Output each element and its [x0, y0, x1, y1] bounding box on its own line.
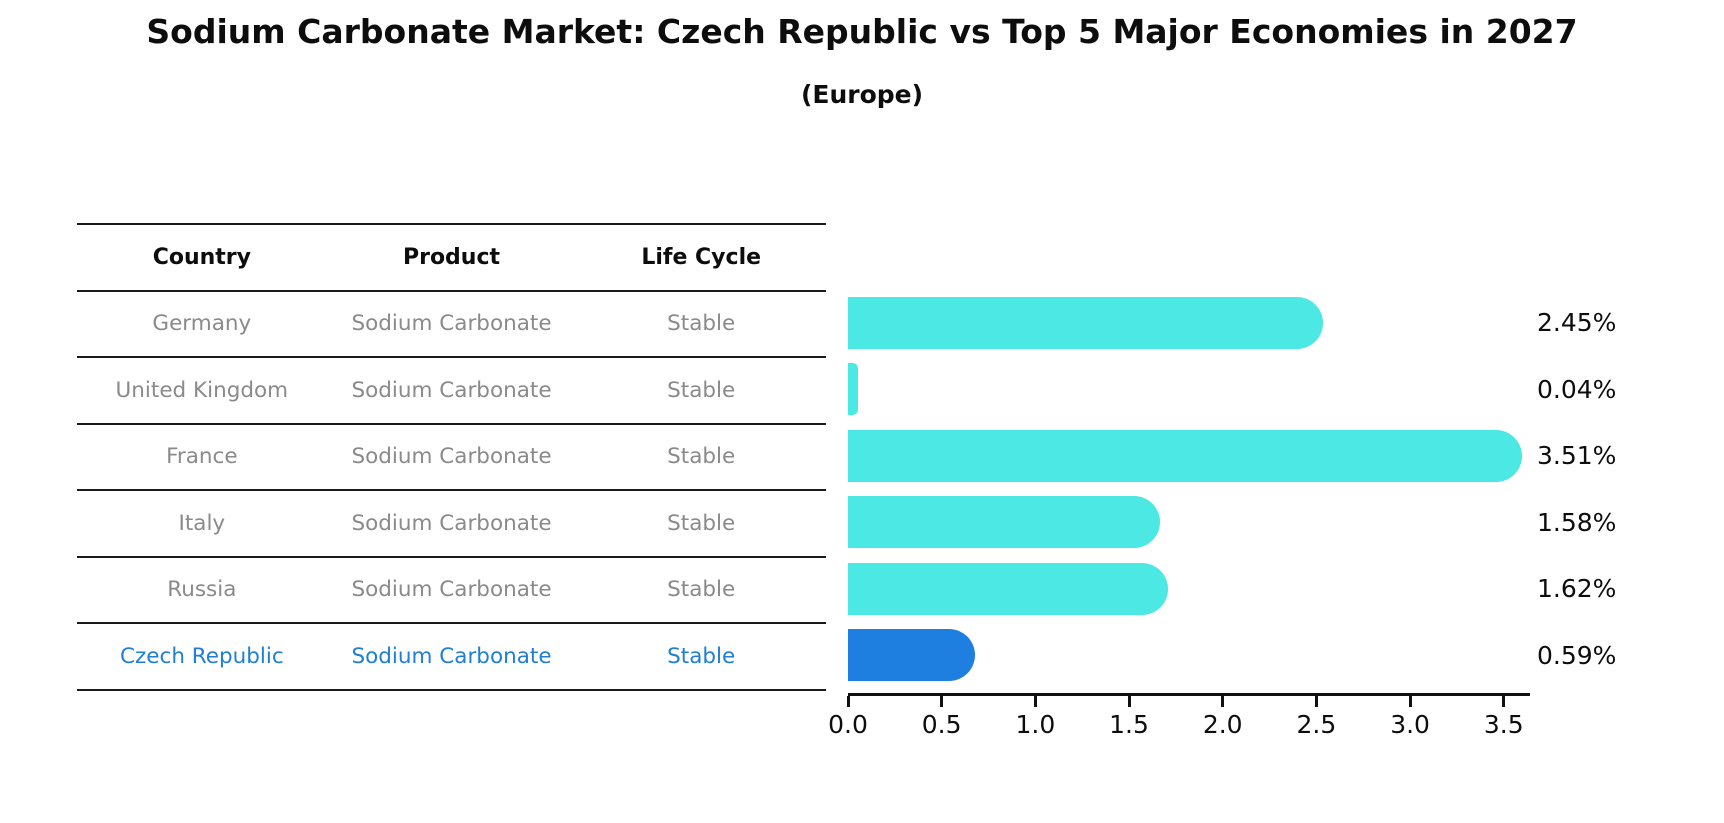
x-tick-label: 3.5 — [1483, 710, 1524, 739]
table-row: Czech Republic Sodium Carbonate Stable — [77, 622, 826, 689]
product-cell: Sodium Carbonate — [351, 311, 552, 337]
value-label: 2.45% — [1537, 308, 1617, 338]
x-tick-label: 1.0 — [1015, 710, 1056, 739]
x-tick — [1408, 696, 1412, 707]
x-tick — [1033, 696, 1037, 707]
x-tick-label: 0.5 — [921, 710, 962, 739]
value-label: 1.58% — [1537, 507, 1617, 537]
value-label: 3.51% — [1537, 441, 1617, 471]
country-cell: Italy — [178, 510, 226, 536]
country-cell: France — [166, 444, 238, 470]
chart-subtitle: (Europe) — [800, 80, 924, 109]
value-label: 0.04% — [1537, 374, 1617, 404]
table-row: Italy Sodium Carbonate Stable — [77, 489, 826, 556]
bar-row — [848, 356, 1548, 423]
x-tick — [846, 696, 850, 707]
table-body: Germany Sodium Carbonate Stable United K… — [77, 289, 826, 689]
table-row: Germany Sodium Carbonate Stable — [77, 289, 826, 357]
value-label: 0.59% — [1537, 640, 1617, 670]
product-cell: Sodium Carbonate — [351, 577, 552, 603]
country-cell: Czech Republic — [119, 643, 284, 669]
bar-row — [848, 556, 1548, 623]
bar — [848, 496, 1161, 548]
product-cell: Sodium Carbonate — [351, 510, 552, 536]
lifecycle-cell: Stable — [667, 377, 736, 403]
bar — [848, 296, 1324, 349]
bar-row — [848, 423, 1548, 490]
x-tick — [1502, 696, 1506, 707]
country-cell: United Kingdom — [115, 377, 289, 403]
summary-table: Country Product Life Cycle Germany Sodiu… — [77, 223, 826, 691]
x-tick — [1127, 696, 1131, 707]
x-tick-label: 1.5 — [1109, 710, 1149, 739]
x-tick — [1221, 696, 1225, 707]
bar-row — [848, 622, 1548, 689]
product-cell: Sodium Carbonate — [351, 643, 552, 669]
product-cell: Sodium Carbonate — [351, 377, 552, 403]
lifecycle-cell: Stable — [667, 311, 736, 337]
lifecycle-cell: Stable — [667, 577, 736, 603]
table-row: Russia Sodium Carbonate Stable — [77, 555, 826, 623]
country-cell: Germany — [152, 311, 252, 337]
product-cell: Sodium Carbonate — [351, 444, 552, 470]
table-row: France Sodium Carbonate Stable — [77, 422, 826, 490]
lifecycle-cell: Stable — [667, 510, 736, 536]
bar — [848, 363, 859, 415]
bar — [848, 562, 1168, 615]
x-tick-label: 2.0 — [1202, 710, 1243, 739]
bar-row — [848, 489, 1548, 556]
table-bottom-rule — [77, 688, 826, 691]
x-tick-label: 0.0 — [828, 710, 868, 739]
table-row: United Kingdom Sodium Carbonate Stable — [77, 356, 826, 423]
x-tick-label: 2.5 — [1296, 710, 1337, 739]
value-labels: 2.45% 0.04% 3.51% 1.58% 1.62% 0.59% — [1537, 290, 1616, 689]
bars-area — [848, 290, 1548, 689]
country-header: Country — [152, 244, 251, 270]
bar-row — [848, 290, 1548, 357]
product-header: Product — [402, 244, 501, 270]
lifecycle-cell: Stable — [667, 444, 736, 470]
lifecycle-header: Life Cycle — [641, 244, 762, 270]
x-axis: 0.0 0.5 1.0 1.5 2.0 2.5 3.0 3.5 — [828, 693, 1530, 739]
bar — [848, 429, 1522, 482]
x-tick-label: 3.0 — [1390, 710, 1430, 739]
lifecycle-cell: Stable — [667, 643, 736, 669]
table-header-row: Country Product Life Cycle — [77, 223, 826, 290]
chart-title: Sodium Carbonate Market: Czech Republic … — [146, 12, 1578, 51]
value-label: 1.62% — [1537, 574, 1617, 604]
country-cell: Russia — [167, 577, 237, 603]
bar — [848, 629, 975, 681]
x-tick — [1314, 696, 1318, 707]
x-tick — [940, 696, 944, 707]
